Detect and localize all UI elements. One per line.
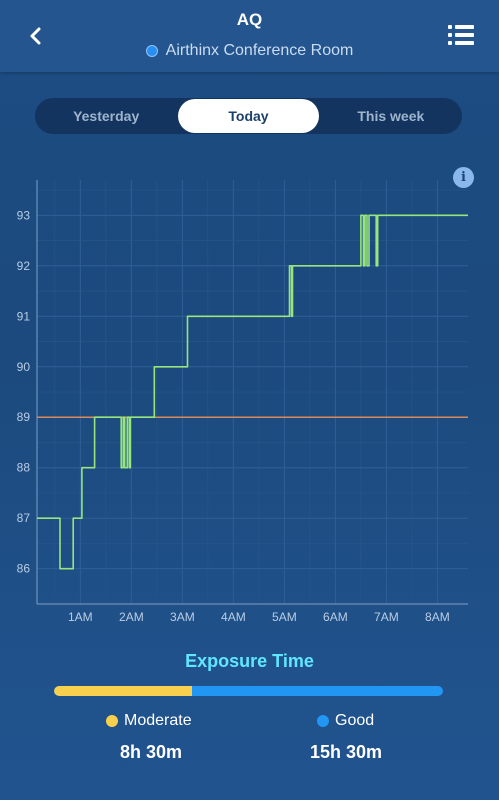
info-icon[interactable]: i: [453, 167, 474, 188]
page-title: AQ: [236, 10, 263, 29]
x-tick-label-5: 6AM: [323, 610, 348, 624]
moderate-dot-icon: [106, 715, 118, 727]
y-tick-label-3: 89: [17, 410, 31, 424]
x-tick-label-7: 8AM: [425, 610, 450, 624]
y-tick-label-4: 90: [17, 360, 31, 374]
device-name: Airthinx Conference Room: [165, 42, 354, 59]
list-menu-icon: [448, 25, 474, 45]
x-tick-label-3: 4AM: [221, 610, 246, 624]
good-duration: 15h 30m: [309, 742, 383, 762]
tab-this-week[interactable]: This week: [357, 108, 425, 124]
good-dot-icon: [317, 715, 329, 727]
back-button[interactable]: [16, 18, 56, 54]
list-menu-button[interactable]: [447, 22, 475, 48]
moderate-duration: 8h 30m: [119, 742, 183, 762]
x-tick-label-2: 3AM: [170, 610, 195, 624]
x-tick-label-4: 5AM: [272, 610, 297, 624]
y-tick-label-7: 93: [17, 208, 31, 222]
tab-today[interactable]: Today: [178, 99, 319, 133]
series-line-0: [37, 214, 468, 570]
y-tick-label-6: 92: [17, 259, 31, 273]
legend-moderate-label: Moderate: [124, 712, 192, 729]
chevron-left-icon: [30, 27, 41, 45]
legend-good-label: Good: [335, 712, 375, 729]
y-tick-label-0: 86: [17, 562, 31, 576]
x-tick-label-1: 2AM: [119, 610, 144, 624]
exposure-bar: [54, 686, 443, 696]
device-status-dot: [145, 45, 158, 57]
aq-line-chart: 86 87 88 89 90 91 92 93 1AM 2AM 3AM 4AM 5AM 6AM 7AM 8AM: [17, 180, 468, 624]
y-tick-label-2: 88: [17, 461, 31, 475]
app-header: AQ Airthinx Conference Room: [0, 0, 499, 72]
chart-grid: [37, 180, 468, 604]
x-tick-label-0: 1AM: [68, 610, 93, 624]
tab-yesterday[interactable]: Yesterday: [73, 108, 140, 124]
legend-good: Good: [317, 712, 374, 730]
chart-axes: [36, 180, 468, 605]
time-range-tabs: Yesterday Today This week: [35, 98, 462, 134]
x-tick-label-6: 7AM: [374, 610, 399, 624]
exposure-bar-moderate-fill: [54, 686, 192, 696]
device-selector[interactable]: Airthinx Conference Room: [0, 42, 499, 60]
y-tick-label-5: 91: [17, 309, 31, 323]
y-tick-label-1: 87: [17, 511, 31, 525]
chart-tick-labels: 86 87 88 89 90 91 92 93 1AM 2AM 3AM 4AM 5AM 6AM 7AM 8AM: [17, 208, 450, 624]
legend-moderate: Moderate: [106, 712, 192, 730]
exposure-title: Exposure Time: [185, 651, 314, 671]
chart-series: [37, 214, 468, 570]
